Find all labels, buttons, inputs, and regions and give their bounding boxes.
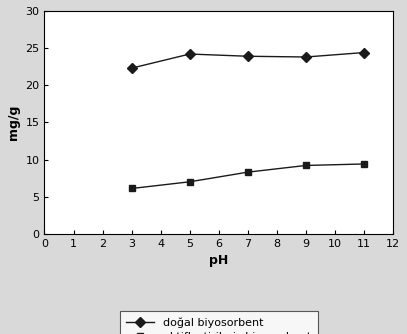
aktifleştirilmiş biyosorbent (187, 180, 192, 184)
doğal biyosorbent (129, 66, 134, 70)
doğal biyosorbent (361, 50, 366, 54)
doğal biyosorbent (304, 55, 309, 59)
Legend: doğal biyosorbent, aktifleştirilmiş biyosorbent: doğal biyosorbent, aktifleştirilmiş biyo… (120, 311, 318, 334)
aktifleştirilmiş biyosorbent (245, 170, 250, 174)
doğal biyosorbent (245, 54, 250, 58)
X-axis label: pH: pH (209, 254, 228, 267)
Y-axis label: mg/g: mg/g (7, 105, 20, 140)
Line: doğal biyosorbent: doğal biyosorbent (128, 49, 368, 71)
Line: aktifleştirilmiş biyosorbent: aktifleştirilmiş biyosorbent (128, 161, 368, 192)
aktifleştirilmiş biyosorbent (361, 162, 366, 166)
doğal biyosorbent (187, 52, 192, 56)
aktifleştirilmiş biyosorbent (129, 186, 134, 190)
aktifleştirilmiş biyosorbent (304, 163, 309, 167)
